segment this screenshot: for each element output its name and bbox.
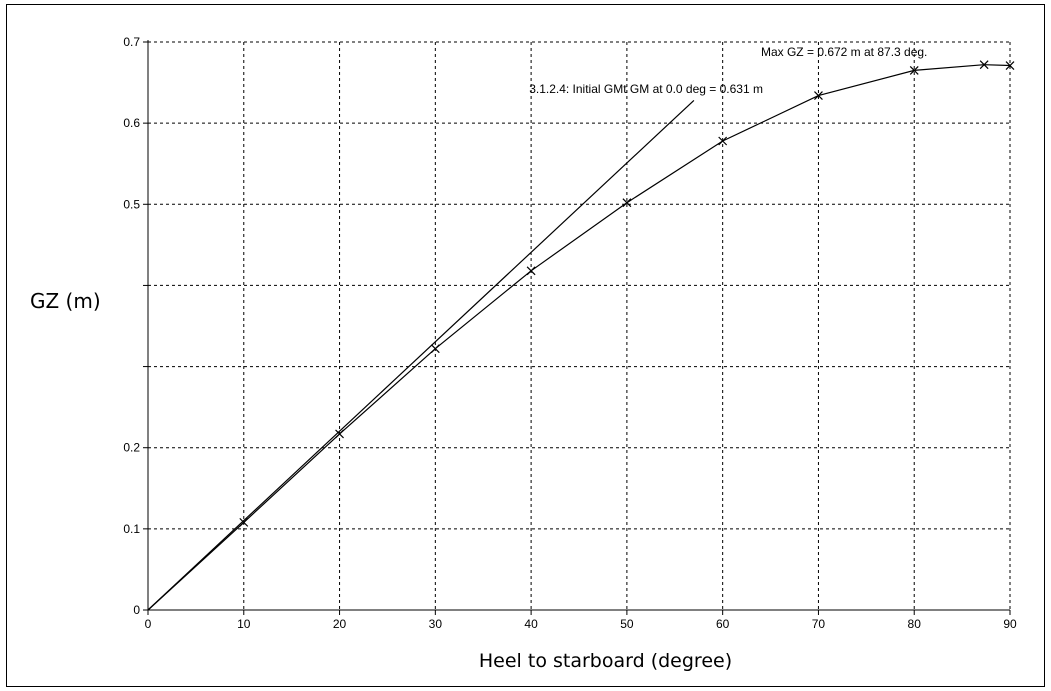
data-point-marker xyxy=(239,517,249,527)
x-tick-label: 70 xyxy=(812,617,826,631)
initial-gm-line xyxy=(147,99,695,611)
data-point-marker xyxy=(526,266,536,276)
y-tick-label: 0.7 xyxy=(123,35,140,49)
x-tick-label: 30 xyxy=(429,617,443,631)
x-tick-label: 20 xyxy=(333,617,347,631)
x-axis-label: Heel to starboard (degree) xyxy=(478,650,733,672)
y-axis-label: GZ (m) xyxy=(30,289,101,313)
initial-gm-annotation: 3.1.2.4: Initial GMt GM at 0.0 deg = 0.6… xyxy=(529,82,763,96)
max-gz-annotation: Max GZ = 0.672 m at 87.3 deg. xyxy=(761,45,927,59)
y-tick-label: 0.1 xyxy=(123,522,140,536)
x-tick-label: 10 xyxy=(237,617,251,631)
y-tick-label: 0 xyxy=(133,603,140,617)
data-point-marker xyxy=(430,344,440,354)
data-point-marker xyxy=(814,91,823,100)
x-tick-label: 60 xyxy=(716,617,730,631)
data-point-marker xyxy=(718,136,728,146)
data-point-marker xyxy=(335,429,344,439)
x-tick-label: 80 xyxy=(908,617,922,631)
data-point-marker xyxy=(622,198,632,208)
gz-curve-line xyxy=(147,64,1011,611)
y-tick-label: 0.6 xyxy=(123,116,140,130)
x-tick-label: 0 xyxy=(145,617,152,631)
y-tick-label: 0.5 xyxy=(123,197,140,211)
x-tick-label: 40 xyxy=(524,617,538,631)
chart-frame xyxy=(6,4,1045,687)
x-tick-label: 90 xyxy=(1003,617,1017,631)
x-tick-label: 50 xyxy=(620,617,634,631)
data-point-marker xyxy=(979,60,989,70)
y-tick-label: 0.2 xyxy=(123,441,140,455)
data-point-marker xyxy=(1005,61,1015,70)
data-point-marker xyxy=(909,65,919,75)
